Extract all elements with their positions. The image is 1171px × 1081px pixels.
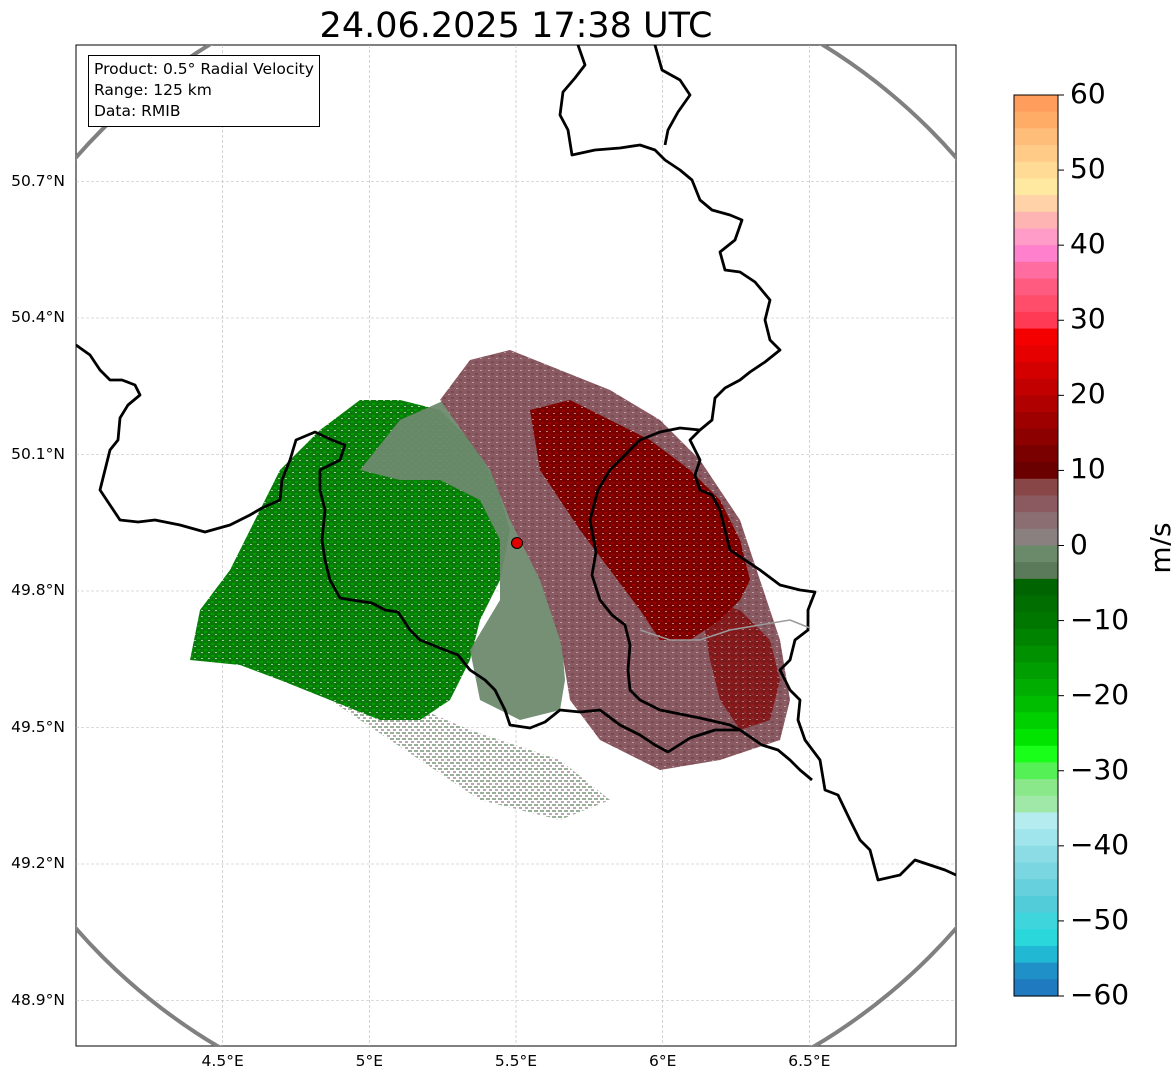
lon-tick-label: 6.5°E <box>788 1052 831 1070</box>
colorbar-swatch <box>1014 879 1058 897</box>
lon-tick-label: 5.5°E <box>494 1052 538 1070</box>
colorbar-swatch <box>1014 311 1058 330</box>
lat-tick-label: 48.9°N <box>11 990 65 1009</box>
colorbar-swatch <box>1014 829 1058 847</box>
lon-tick-label: 5°E <box>355 1052 384 1070</box>
colorbar-swatch <box>1014 261 1058 280</box>
colorbar-swatch <box>1014 378 1058 396</box>
colorbar-swatch <box>1014 979 1058 997</box>
colorbar-swatch <box>1014 695 1058 713</box>
colorbar-swatch <box>1014 111 1058 129</box>
colorbar-swatch <box>1014 495 1058 513</box>
lat-tick-label: 49.8°N <box>11 581 65 599</box>
colorbar-tick-label: 0 <box>1070 527 1088 561</box>
colorbar-swatch <box>1014 128 1058 146</box>
colorbar-tick-label: 30 <box>1070 302 1106 336</box>
colorbar-tick-label: −50 <box>1070 902 1130 936</box>
echo-outbound-red-east <box>700 600 780 730</box>
product-info-box: Product: 0.5° Radial Velocity Range: 125… <box>88 55 320 127</box>
echo-near-zero <box>360 400 565 720</box>
colorbar-swatch <box>1014 812 1058 830</box>
colorbar-tick-label: −40 <box>1070 827 1130 861</box>
colorbar-swatch <box>1014 678 1058 697</box>
colorbar-swatch <box>1014 512 1058 530</box>
colorbar-swatch <box>1014 845 1058 864</box>
info-data-source: Data: RMIB <box>94 102 181 120</box>
colorbar-swatch <box>1014 795 1058 814</box>
colorbar-swatch <box>1014 161 1058 180</box>
colorbar-swatch <box>1014 862 1058 880</box>
radar-site-marker <box>511 537 523 549</box>
colorbar-swatch <box>1014 428 1058 446</box>
lat-tick-label: 50.7°N <box>11 171 65 190</box>
info-range: Range: 125 km <box>94 81 212 99</box>
colorbar-swatch <box>1014 295 1058 313</box>
colorbar-unit-label: m/s <box>1144 522 1171 574</box>
colorbar-swatch <box>1014 612 1058 630</box>
info-product: Product: 0.5° Radial Velocity <box>94 60 314 78</box>
colorbar-swatch <box>1014 645 1058 663</box>
colorbar-tick-label: −60 <box>1070 978 1130 1011</box>
colorbar-swatch <box>1014 228 1058 246</box>
colorbar-swatch <box>1014 178 1058 196</box>
colorbar-tick-label: 60 <box>1070 77 1106 110</box>
lon-tick-label: 6°E <box>648 1052 677 1070</box>
colorbar-swatch <box>1014 211 1058 230</box>
echo-sparse-south <box>330 700 610 820</box>
colorbar-swatch <box>1014 595 1058 613</box>
colorbar-tick-label: 40 <box>1070 227 1106 261</box>
colorbar-swatch <box>1014 328 1058 346</box>
colorbar-swatch <box>1014 962 1058 980</box>
colorbar-swatch <box>1014 278 1058 296</box>
map-title: 24.06.2025 17:38 UTC <box>319 6 713 46</box>
river-moselle <box>639 619 811 641</box>
colorbar-swatch <box>1014 361 1058 380</box>
lat-tick-label: 50.4°N <box>11 308 65 326</box>
colorbar-swatch <box>1014 662 1058 680</box>
colorbar-tick-label: −30 <box>1070 752 1130 786</box>
colorbar-swatch <box>1014 412 1058 430</box>
lon-tick-label: 4.5°E <box>201 1052 244 1070</box>
colorbar-swatch <box>1014 245 1058 263</box>
colorbar-swatch <box>1014 345 1058 363</box>
colorbar-swatch <box>1014 445 1058 463</box>
colorbar-swatch <box>1014 745 1058 764</box>
colorbar-tick-label: 20 <box>1070 377 1106 411</box>
colorbar-tick-label: 50 <box>1070 152 1106 186</box>
colorbar-swatch <box>1014 462 1058 480</box>
colorbar-swatch <box>1014 195 1058 213</box>
colorbar-swatch <box>1014 562 1058 580</box>
colorbar-swatch <box>1014 478 1058 497</box>
colorbar-swatch <box>1014 912 1058 930</box>
colorbar <box>1013 94 1064 997</box>
colorbar-swatch <box>1014 578 1058 597</box>
radar-echoes <box>190 350 790 820</box>
lat-tick-label: 49.5°N <box>11 717 65 736</box>
colorbar-swatch <box>1014 712 1058 730</box>
colorbar-swatch <box>1014 95 1058 113</box>
lat-tick-label: 49.2°N <box>11 854 65 872</box>
echo-outbound-red <box>530 400 750 640</box>
country-borders <box>76 45 956 882</box>
colorbar-tick-label: −20 <box>1070 677 1130 711</box>
colorbar-swatch <box>1014 729 1058 747</box>
colorbar-swatch <box>1014 628 1058 647</box>
colorbar-swatch <box>1014 395 1058 413</box>
colorbar-swatch <box>1014 945 1058 964</box>
colorbar-swatch <box>1014 895 1058 914</box>
colorbar-tick-label: 10 <box>1070 452 1106 486</box>
colorbar-swatch <box>1014 528 1058 547</box>
colorbar-swatch <box>1014 762 1058 780</box>
colorbar-swatch <box>1014 545 1058 563</box>
colorbar-tick-label: −10 <box>1070 602 1130 636</box>
colorbar-swatch <box>1014 145 1058 163</box>
lat-tick-label: 50.1°N <box>11 444 65 463</box>
colorbar-swatch <box>1014 929 1058 947</box>
colorbar-swatch <box>1014 779 1058 797</box>
